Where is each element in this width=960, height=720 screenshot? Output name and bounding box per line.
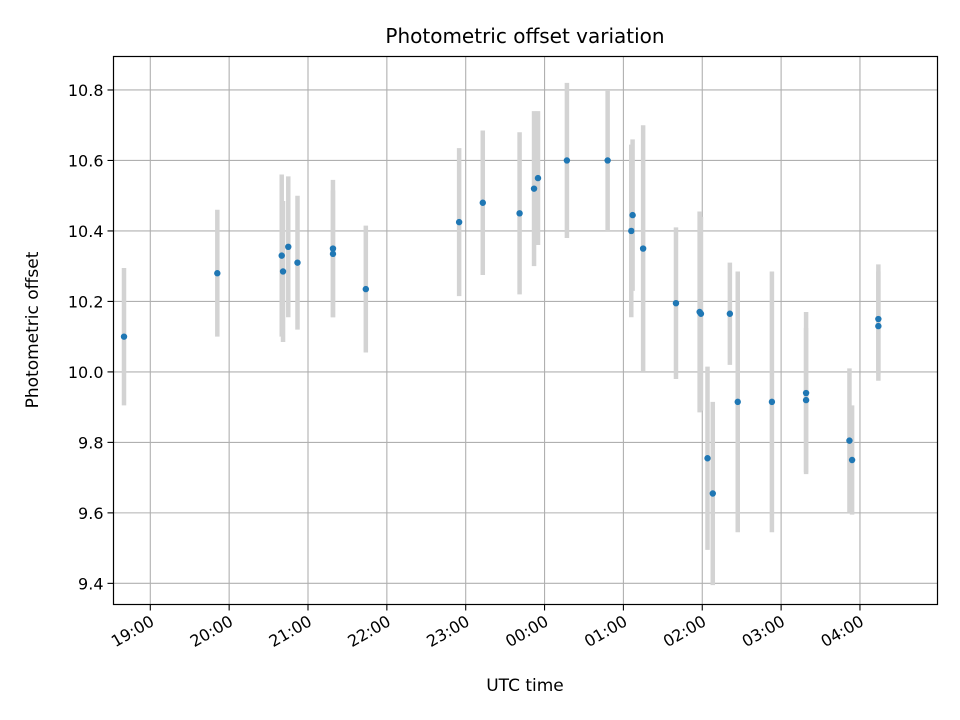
y-tick-label: 10.0 [68, 363, 104, 382]
data-point [672, 299, 680, 307]
data-point [875, 315, 882, 323]
data-point [768, 398, 776, 406]
data-point [802, 389, 810, 397]
data-point [709, 490, 716, 497]
data-point [726, 310, 734, 317]
data-point [516, 210, 523, 217]
data-point [846, 437, 853, 444]
data-point [279, 268, 287, 275]
data-point [604, 157, 611, 164]
data-point [534, 174, 542, 182]
chart-title: Photometric offset variation [385, 24, 664, 48]
data-point [278, 252, 285, 259]
data-point [479, 199, 486, 206]
y-axis-label: Photometric offset [23, 251, 43, 408]
y-tick-label: 9.8 [78, 433, 103, 452]
plot-frame [112, 55, 939, 606]
y-tick-label: 10.8 [68, 81, 104, 100]
y-tick-label: 10.4 [68, 222, 104, 241]
data-point [639, 245, 647, 252]
data-point [734, 398, 741, 406]
data-point [362, 285, 370, 293]
data-points [120, 157, 882, 497]
data-point [629, 211, 636, 219]
data-point [697, 310, 705, 317]
data-point [530, 185, 538, 192]
data-point [329, 250, 337, 258]
grid [113, 56, 938, 605]
data-point [848, 456, 856, 464]
data-point [120, 333, 128, 340]
y-axis-ticks: 9.4 9.6 9.8 10.0 10.2 10.4 10.6 10.8 [68, 81, 114, 593]
y-tick-label: 9.6 [78, 504, 103, 523]
y-tick-label: 10.2 [68, 292, 104, 311]
data-point [802, 396, 810, 404]
data-point [214, 270, 221, 277]
x-axis-label: UTC time [486, 676, 564, 696]
data-point [563, 157, 571, 164]
y-tick-label: 9.4 [78, 574, 103, 593]
data-point [875, 322, 882, 330]
data-point [294, 259, 301, 266]
data-point [628, 227, 635, 235]
data-point [455, 218, 463, 226]
data-point [329, 245, 337, 252]
data-point [285, 243, 292, 251]
data-point [704, 455, 711, 462]
y-tick-label: 10.6 [68, 151, 104, 170]
